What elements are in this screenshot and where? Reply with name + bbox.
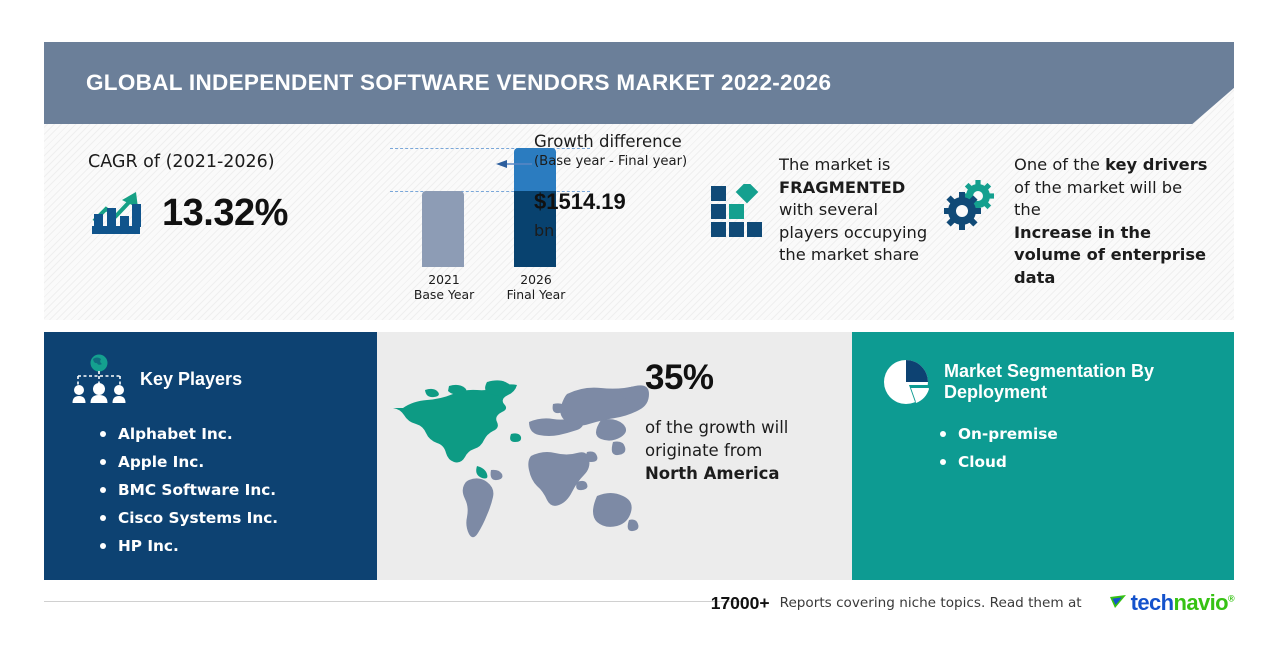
map-region-north-america xyxy=(393,380,522,479)
bar-2026-growth-segment xyxy=(514,148,556,191)
key-players-list: Alphabet Inc. Apple Inc. BMC Software In… xyxy=(44,420,377,560)
bar-2021 xyxy=(422,191,464,267)
key-drivers-block: One of the key drivers of the market wil… xyxy=(943,154,1209,289)
cagr-block: CAGR of (2021-2026) 13.32% xyxy=(88,152,378,238)
fragmented-line2: with several xyxy=(779,200,879,219)
segmentation-list: On-premise Cloud xyxy=(852,420,1234,476)
market-segmentation-panel: Market Segmentation By Deployment On-pre… xyxy=(852,332,1234,580)
cagr-value: 13.32% xyxy=(162,191,288,234)
fragmented-bold: FRAGMENTED xyxy=(779,177,906,197)
logo-registered-mark: ® xyxy=(1227,593,1235,604)
growth-arrow-icon xyxy=(496,156,532,168)
fragmented-squares-icon xyxy=(709,180,765,240)
footer-divider xyxy=(44,601,744,602)
gears-icon xyxy=(943,180,1002,232)
stats-band: CAGR of (2021-2026) 13.32% xyxy=(44,124,1234,320)
region-growth-panel: 35% of the growth will originate from No… xyxy=(377,332,852,580)
page-title: GLOBAL INDEPENDENT SOFTWARE VENDORS MARK… xyxy=(86,70,832,95)
header-bar: GLOBAL INDEPENDENT SOFTWARE VENDORS MARK… xyxy=(44,42,1234,124)
bar-2021-sublabel: Base Year xyxy=(413,287,475,302)
bar-2026-base-segment xyxy=(514,191,556,267)
fragmented-line4: the market share xyxy=(779,245,919,264)
bar-2021-caption: 2021 Base Year xyxy=(406,272,482,302)
bar-2021-year: 2021 xyxy=(428,272,460,287)
growth-title: Growth difference xyxy=(534,132,682,151)
list-item: Cisco Systems Inc. xyxy=(100,504,377,532)
drivers-line1-pre: One of the xyxy=(1014,155,1106,174)
growth-unit: bn xyxy=(534,221,555,240)
bar-2026-caption: 2026 Final Year xyxy=(498,272,574,302)
growth-amount: $1514.19 xyxy=(534,189,626,214)
region-desc-line2: originate from xyxy=(645,441,763,460)
cagr-label: CAGR of (2021-2026) xyxy=(88,152,275,172)
logo-text-navio: navio xyxy=(1173,590,1228,615)
fragmented-text: The market is FRAGMENTED with several pl… xyxy=(779,154,927,267)
fragmented-line1: The market is xyxy=(779,155,891,174)
key-players-header: Key Players xyxy=(44,332,377,404)
logo-text-tech: tech xyxy=(1130,590,1174,615)
key-players-title: Key Players xyxy=(140,368,243,389)
growth-difference-block: Growth difference (Base year - Final yea… xyxy=(496,132,749,240)
segmentation-header: Market Segmentation By Deployment xyxy=(852,332,1234,406)
pie-chart-icon xyxy=(882,358,930,406)
region-text-block: 35% of the growth will originate from No… xyxy=(645,358,840,485)
list-item: Apple Inc. xyxy=(100,448,377,476)
fragmented-line3: players occupying xyxy=(779,222,928,242)
drivers-line1-bold: key drivers xyxy=(1105,155,1208,174)
bar-2026-sublabel: Final Year xyxy=(506,287,566,302)
footer-text: Reports covering niche topics. Read them… xyxy=(779,595,1082,611)
list-item: BMC Software Inc. xyxy=(100,476,377,504)
segmentation-title: Market Segmentation By Deployment xyxy=(944,361,1155,402)
bar-chart-growth-icon xyxy=(88,188,146,238)
list-item: On-premise xyxy=(940,420,1234,448)
list-item: HP Inc. xyxy=(100,532,377,560)
drivers-bold-rest: Increase in the volume of enterprise dat… xyxy=(1014,222,1207,287)
growth-subtitle: (Base year - Final year) xyxy=(534,154,688,169)
footer: 17000+ Reports covering niche topics. Re… xyxy=(44,590,1235,632)
drivers-line2: of the market will be the xyxy=(1014,177,1183,220)
region-description: of the growth will originate from North … xyxy=(645,416,840,485)
gridline-top xyxy=(390,148,590,149)
footer-report-count: 17000+ xyxy=(710,592,770,613)
technavio-arrow-icon xyxy=(1108,591,1128,616)
technavio-logo[interactable]: technavio® xyxy=(1108,590,1235,616)
key-drivers-text: One of the key drivers of the market wil… xyxy=(1014,154,1209,289)
gridline-base xyxy=(390,191,590,192)
region-desc-line1: of the growth will xyxy=(645,418,789,437)
region-percent: 35% xyxy=(645,358,714,397)
global-network-people-icon xyxy=(72,354,126,404)
growth-bar-chart: 2021 Base Year 2026 Final Year xyxy=(384,130,594,302)
fragmented-block: The market is FRAGMENTED with several pl… xyxy=(709,154,939,267)
region-desc-bold: North America xyxy=(645,464,780,483)
key-players-panel: Key Players Alphabet Inc. Apple Inc. BMC… xyxy=(44,332,377,580)
bar-2026-year: 2026 xyxy=(520,272,552,287)
list-item: Cloud xyxy=(940,448,1234,476)
list-item: Alphabet Inc. xyxy=(100,420,377,448)
world-map xyxy=(391,360,653,556)
